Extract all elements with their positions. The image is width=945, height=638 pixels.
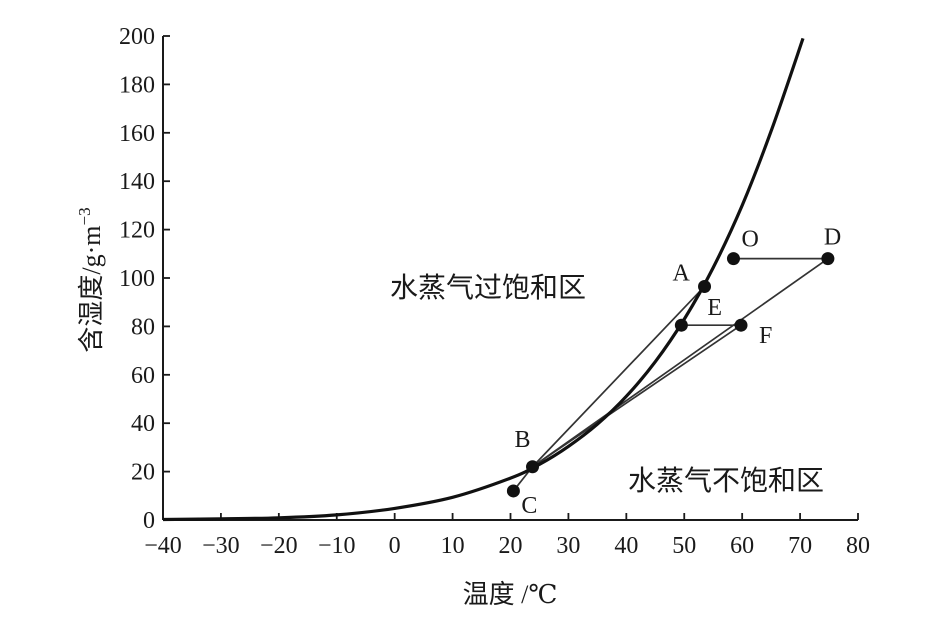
- points: [506, 252, 835, 498]
- x-tick-label: 80: [846, 533, 870, 559]
- x-ticks: −40 −30 −20 −10 0 10 20 30 40 50 60 70 80: [144, 513, 870, 559]
- y-tick-label: 80: [131, 314, 155, 340]
- x-tick-label: 60: [730, 533, 754, 559]
- y-axis-label-main: 含湿度/g·m: [77, 225, 106, 352]
- point-label-f: F: [759, 323, 772, 349]
- point-o: [726, 252, 740, 266]
- point-e: [674, 318, 688, 332]
- point-label-d: D: [824, 225, 841, 251]
- y-tick-label: 60: [131, 363, 155, 389]
- x-tick-label: 30: [556, 533, 580, 559]
- point-label-c: C: [521, 493, 537, 519]
- region-label-unsaturated: 水蒸气不饱和区: [628, 464, 824, 497]
- x-tick-label: −20: [260, 533, 298, 559]
- point-label-b: B: [515, 427, 531, 453]
- segment-b-d: [532, 257, 829, 468]
- point-label-a: A: [673, 260, 691, 286]
- x-tick-label: 50: [672, 533, 696, 559]
- x-tick-label: 40: [614, 533, 638, 559]
- y-tick-label: 180: [119, 72, 155, 98]
- y-axis-label: 含湿度/g·m−3: [75, 207, 106, 352]
- segment-b-a: [531, 285, 706, 468]
- y-tick-label: 140: [119, 169, 155, 195]
- x-tick-label: 20: [499, 533, 523, 559]
- point-c: [506, 484, 520, 498]
- point-label-o: O: [741, 227, 758, 253]
- y-axis-label-sup: −3: [75, 207, 94, 225]
- point-b: [526, 460, 540, 474]
- x-axis-label: 温度 /℃: [463, 580, 558, 609]
- point-labels: O D AE F B C: [515, 225, 842, 519]
- x-tick-label: 10: [441, 533, 465, 559]
- point-a: [698, 279, 712, 293]
- y-tick-label: 160: [119, 121, 155, 147]
- x-tick-label: 0: [389, 533, 401, 559]
- y-tick-label: 40: [131, 411, 155, 437]
- saturation-curve: [162, 37, 805, 522]
- y-tick-label: 120: [119, 218, 155, 244]
- x-tick-label: −10: [318, 533, 356, 559]
- point-label-e: E: [707, 295, 722, 321]
- y-tick-label: 200: [119, 24, 155, 50]
- y-tick-label: 100: [119, 266, 155, 292]
- x-tick-label: 70: [788, 533, 812, 559]
- y-tick-label: 20: [131, 460, 155, 486]
- region-label-supersaturated: 水蒸气过饱和区: [390, 271, 586, 304]
- y-ticks: 0 20 40 60 80 100 120 140 160 180 200: [119, 24, 170, 534]
- x-tick-label: −40: [144, 533, 182, 559]
- point-f: [734, 318, 748, 332]
- segment-b-f: [532, 324, 742, 468]
- y-tick-label: 0: [143, 508, 155, 534]
- x-tick-label: −30: [202, 533, 240, 559]
- point-d: [821, 252, 835, 266]
